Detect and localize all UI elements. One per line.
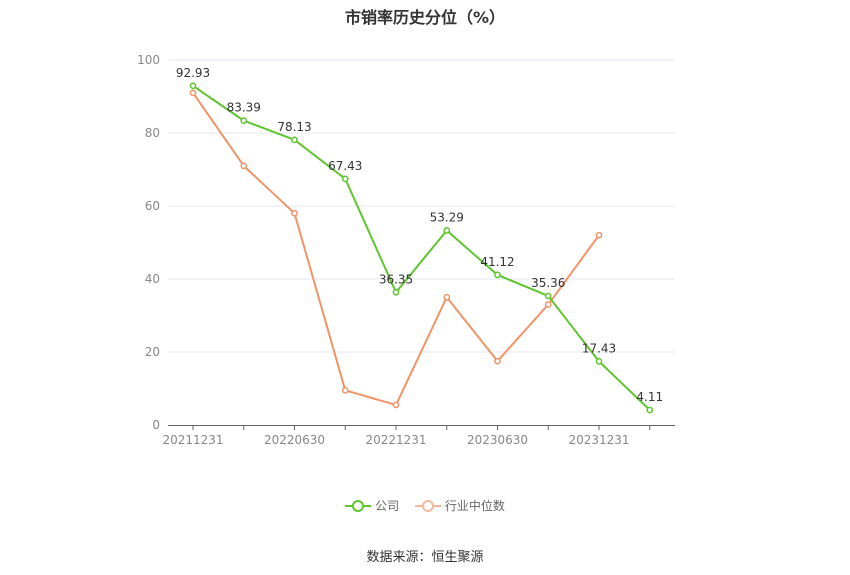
data-point: [646, 406, 654, 414]
data-label: 92.93: [176, 66, 210, 80]
x-tick-label: 20220630: [264, 433, 325, 447]
x-tick-label: 20211231: [162, 433, 223, 447]
x-tick-label: 20230630: [467, 433, 528, 447]
circle-line-icon: [345, 499, 372, 513]
legend-item-company[interactable]: 公司: [345, 497, 399, 514]
x-tick-label: 20231231: [568, 433, 629, 447]
data-point: [595, 231, 603, 239]
data-point: [494, 357, 501, 365]
x-tick-label: 20221231: [365, 433, 426, 447]
data-label: 67.43: [328, 159, 362, 173]
legend-item-industry-median[interactable]: 行业中位数: [414, 497, 505, 514]
data-label: 83.39: [227, 101, 261, 115]
data-point: [392, 288, 400, 296]
legend: 公司 行业中位数: [0, 497, 850, 516]
data-point: [595, 358, 603, 365]
data-label: 4.11: [636, 390, 663, 404]
data-point: [392, 401, 400, 409]
y-tick-label: 20: [145, 345, 160, 359]
data-point: [189, 82, 197, 90]
data-source: 数据来源：恒生聚源: [366, 550, 484, 565]
data-point: [443, 293, 451, 301]
y-tick-label: 100: [137, 53, 160, 67]
data-point: [544, 301, 552, 308]
data-point: [291, 209, 298, 217]
series-line: [192, 84, 651, 411]
y-tick-label: 60: [145, 199, 160, 213]
legend-label-company: 公司: [375, 499, 400, 513]
data-point: [341, 175, 349, 183]
data-label: 17.43: [582, 341, 616, 355]
data-point: [544, 292, 552, 300]
series-line: [192, 92, 600, 406]
chart-title: 市销率历史分位（%）: [344, 8, 506, 27]
data-label: 36.35: [379, 272, 413, 286]
data-label: 78.13: [277, 120, 311, 134]
data-point: [341, 386, 349, 394]
data-label: 53.29: [430, 210, 464, 224]
y-tick-label: 80: [145, 126, 160, 140]
data-label: 35.36: [531, 276, 565, 290]
data-point: [240, 162, 248, 170]
data-point: [240, 117, 248, 124]
data-point: [443, 227, 451, 234]
y-tick-label: 40: [145, 272, 160, 286]
circle-line-icon: [414, 499, 441, 513]
data-point: [189, 89, 197, 97]
legend-label-industry-median: 行业中位数: [444, 499, 505, 513]
y-tick-label: 0: [152, 418, 160, 432]
data-point: [291, 136, 298, 144]
data-point: [494, 271, 501, 279]
data-label: 41.12: [480, 255, 514, 269]
